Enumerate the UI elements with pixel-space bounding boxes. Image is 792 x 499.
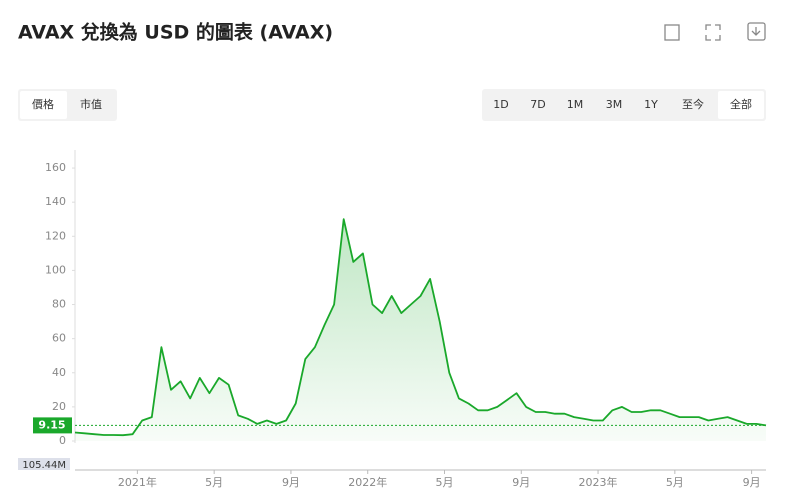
current-price-label: 9.15 [38, 418, 65, 431]
current-price-bg [33, 417, 72, 434]
share-icon[interactable] [664, 24, 680, 41]
y-tick-label: 80 [52, 298, 66, 311]
y-tick-label: 0 [59, 434, 66, 447]
x-tick-label: 2021年 [118, 475, 157, 489]
y-tick-label: 20 [52, 400, 66, 413]
x-tick-label: 5月 [666, 476, 684, 489]
x-tick-label: 9月 [743, 476, 761, 489]
range-button[interactable]: 1M [567, 98, 584, 111]
range-button[interactable]: 1D [493, 98, 508, 111]
download-icon[interactable] [747, 22, 766, 41]
volume-label: 105.44M [22, 460, 66, 471]
y-tick-label: 40 [52, 366, 66, 379]
x-tick-label: 5月 [435, 476, 453, 489]
x-tick-label: 5月 [205, 476, 223, 489]
area-fill [75, 219, 766, 441]
range-button[interactable]: 全部 [730, 97, 752, 111]
x-tick-label: 9月 [512, 476, 530, 489]
x-tick-label: 9月 [282, 476, 300, 489]
y-tick-label: 60 [52, 332, 66, 345]
range-button[interactable]: 1Y [644, 98, 658, 111]
title: AVAX 兌換為 USD 的圖表 (AVAX) [18, 21, 333, 44]
volume-label-bg [18, 458, 70, 470]
fullscreen-icon[interactable] [705, 24, 721, 41]
y-tick-label: 160 [45, 161, 66, 174]
range-active [718, 91, 764, 119]
range-button[interactable]: 7D [530, 98, 545, 111]
x-tick-label: 2023年 [579, 475, 618, 489]
tab-active [20, 91, 67, 119]
y-tick-label: 120 [45, 229, 66, 242]
y-tick-label: 140 [45, 195, 66, 208]
tab[interactable]: 市值 [80, 97, 102, 111]
toolbar [664, 22, 766, 41]
tab[interactable]: 價格 [32, 97, 54, 111]
y-tick-label: 100 [45, 263, 66, 276]
range-button[interactable]: 3M [606, 98, 623, 111]
range-group [482, 89, 766, 121]
x-tick-label: 2022年 [348, 475, 387, 489]
price-line [74, 218, 767, 437]
range-button[interactable]: 至今 [682, 97, 704, 111]
